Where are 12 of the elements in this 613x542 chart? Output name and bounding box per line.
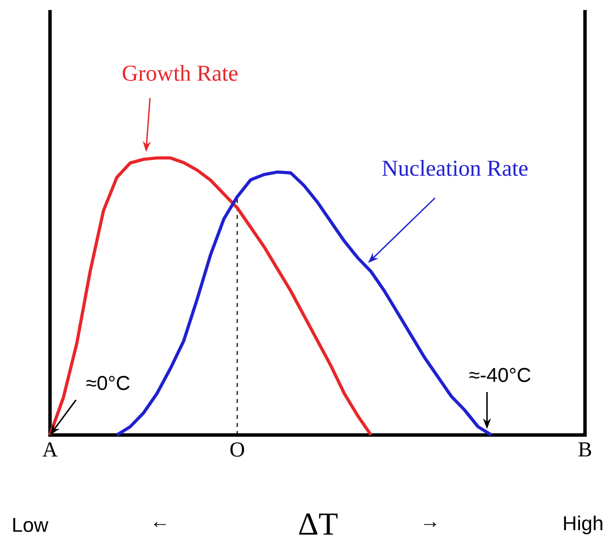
x-axis-title: ΔT [299, 513, 338, 535]
x-tick-label: B [578, 442, 592, 456]
x-tick-label: A [42, 442, 58, 456]
text: ← [154, 522, 166, 527]
text: → [424, 522, 436, 527]
text: Low [13, 518, 48, 532]
text: Nucleation Rate [382, 160, 528, 176]
x-tick-label: O [230, 442, 244, 457]
text: High [564, 516, 602, 534]
annotation: ≈-40°C [469, 368, 530, 382]
text: Growth Rate [122, 64, 238, 81]
annotation: ≈0°C [86, 376, 130, 390]
